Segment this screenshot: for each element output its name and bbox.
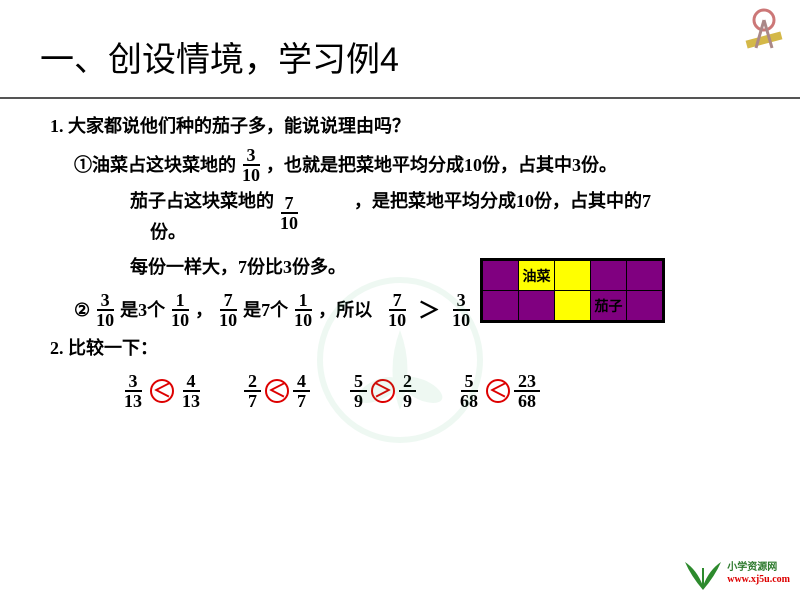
text: 是3个 [120, 297, 165, 324]
compare-circle: ＞ [371, 379, 395, 403]
text: 茄子占这块菜地的 [130, 188, 274, 215]
compare-circle: ＜ [150, 379, 174, 403]
fraction-7-10: 7 10 [276, 194, 302, 232]
cell-rapeseed [555, 291, 591, 321]
fraction: 710 [215, 291, 241, 329]
text: ，也就是把菜地平均分成10份，占其中3份。 [266, 152, 617, 179]
cmp-3: 59 ＞ 29 [348, 372, 418, 410]
compare-circle: ＜ [265, 379, 289, 403]
page-title: 一、创设情境，学习例4 [30, 20, 770, 97]
fraction: 310 [448, 291, 474, 329]
question-2: 2. 比较一下： [50, 335, 750, 362]
compare-circle: ＜ [486, 379, 510, 403]
gt-sign: ＞ [418, 294, 440, 327]
footer-logo: 小学资源网 www.xj5u.com [681, 556, 790, 592]
cmp-1: 313 ＜ 413 [118, 372, 206, 410]
cell-eggplant [591, 261, 627, 291]
question-1: 1. 大家都说他们种的茄子多，能说说理由吗？ [50, 113, 750, 140]
cell-rapeseed [555, 261, 591, 291]
logo-text-url: www.xj5u.com [727, 574, 790, 586]
text: ② [74, 297, 90, 324]
cell-eggplant [483, 261, 519, 291]
cell-eggplant [627, 291, 663, 321]
cmp-2: 27 ＜ 47 [242, 372, 312, 410]
cell-eggplant-label: 茄子 [591, 291, 627, 321]
slide: 一、创设情境，学习例4 1. 大家都说他们种的茄子多，能说说理由吗？ ①油菜占这… [0, 0, 800, 600]
text: 是7个 [243, 297, 288, 324]
text: ①油菜占这块菜地的 [74, 152, 236, 179]
cmp-4: 568 ＜ 2368 [454, 372, 542, 410]
vegetable-grid: 油菜 茄子 [480, 258, 665, 323]
logo-text-cn: 小学资源网 [727, 562, 790, 574]
cell-rapeseed-label: 油菜 [519, 261, 555, 291]
cell-eggplant [519, 291, 555, 321]
line-2c: 份。 [50, 219, 750, 246]
cell-eggplant [627, 261, 663, 291]
text: ，是把菜地平均分成10份，占其中的7 [354, 188, 651, 215]
cell-eggplant [483, 291, 519, 321]
compass-icon [738, 6, 790, 58]
text: ， [195, 297, 213, 324]
line-2: 茄子占这块菜地的 7 10 ，是把菜地平均分成10份，占其中的7 [50, 188, 750, 215]
line-1: ①油菜占这块菜地的 3 10 ，也就是把菜地平均分成10份，占其中3份。 [50, 146, 750, 184]
leaf-icon [681, 556, 725, 592]
fraction: 310 [92, 291, 118, 329]
fraction: 110 [167, 291, 193, 329]
divider [0, 97, 800, 99]
text: ，所以 [318, 297, 372, 324]
fraction: 710 [384, 291, 410, 329]
fraction-3-10: 3 10 [238, 146, 264, 184]
comparison-row: 313 ＜ 413 27 ＜ 47 59 ＞ 29 568 ＜ 2368 [50, 372, 750, 410]
fraction: 110 [290, 291, 316, 329]
